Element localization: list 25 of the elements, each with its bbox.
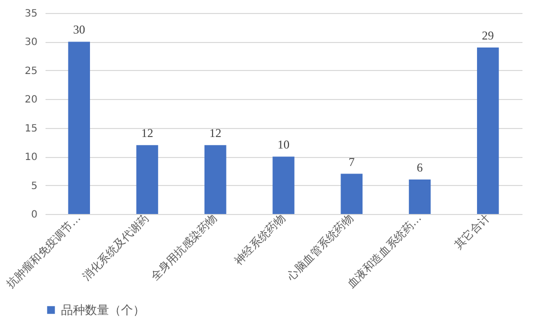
data-label: 10 bbox=[278, 138, 290, 152]
y-tick-label: 10 bbox=[24, 152, 38, 164]
bar bbox=[340, 174, 363, 214]
data-label: 12 bbox=[141, 126, 154, 140]
y-tick-label: 25 bbox=[24, 66, 38, 77]
y-tick-label: 20 bbox=[24, 94, 38, 106]
data-label: 29 bbox=[482, 28, 494, 42]
bar bbox=[477, 47, 499, 214]
data-label: 12 bbox=[209, 126, 222, 140]
x-tick-label: 神经系统药物 bbox=[232, 212, 288, 268]
data-label: 7 bbox=[348, 154, 355, 169]
y-tick-label: 5 bbox=[31, 180, 38, 192]
x-tick-label: 其它合计 bbox=[452, 212, 492, 252]
y-tick-label: 15 bbox=[24, 123, 38, 134]
bar bbox=[272, 156, 294, 214]
y-tick-label: 30 bbox=[24, 37, 38, 48]
y-tick-label: 35 bbox=[24, 8, 38, 20]
bar bbox=[204, 145, 226, 214]
legend-label: 品种数量（个） bbox=[61, 303, 145, 317]
y-tick-label: 0 bbox=[31, 210, 38, 220]
data-label: 30 bbox=[73, 22, 86, 37]
bar bbox=[136, 145, 158, 214]
data-label: 6 bbox=[416, 160, 423, 175]
bar bbox=[68, 42, 90, 214]
bar bbox=[408, 180, 431, 214]
